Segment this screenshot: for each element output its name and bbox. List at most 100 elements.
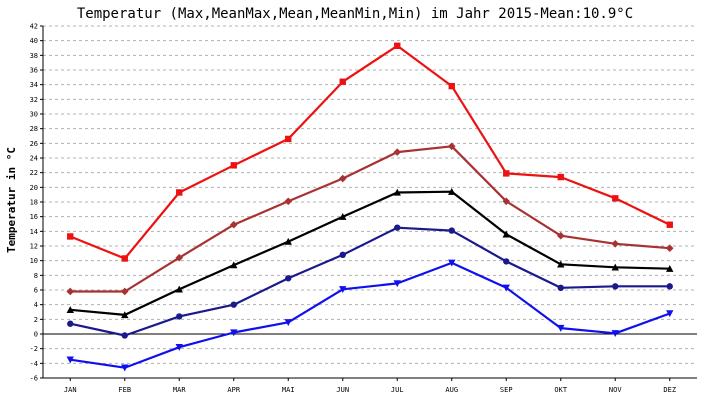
x-tick-label: APR	[227, 386, 240, 394]
data-point-max	[230, 162, 237, 169]
data-point-min	[121, 364, 129, 372]
y-tick-label: 16	[30, 213, 38, 221]
data-point-mean	[66, 306, 74, 313]
series-meanmax	[66, 142, 674, 296]
x-tick-label: JUL	[391, 386, 404, 394]
data-point-meanmax	[393, 148, 402, 156]
data-point-max	[448, 82, 455, 90]
x-tick-label: NOV	[609, 386, 622, 394]
data-point-mean	[175, 285, 183, 293]
data-point-min	[557, 324, 565, 332]
data-series	[66, 42, 674, 372]
x-tick-label: DEZ	[663, 386, 676, 394]
series-mean	[66, 188, 674, 319]
data-point-max	[285, 135, 292, 143]
series-max	[67, 42, 673, 262]
y-tick-label: 26	[30, 140, 38, 148]
y-tick-label: 0	[34, 331, 38, 339]
data-point-min	[611, 330, 619, 337]
y-tick-label: 30	[30, 111, 38, 119]
data-point-mean	[448, 188, 456, 195]
data-point-meanmax	[120, 287, 129, 296]
y-tick-label: 6	[34, 287, 38, 295]
x-tick-label: JUN	[336, 386, 349, 394]
data-point-meanmax	[229, 220, 238, 229]
x-tick-label: SEP	[500, 386, 513, 394]
axes	[40, 25, 697, 381]
data-point-min	[66, 356, 74, 364]
x-tick-label: FEB	[118, 386, 131, 394]
x-tick-label: AUG	[445, 386, 458, 394]
data-point-mean	[611, 263, 619, 271]
data-point-meanmin	[503, 258, 510, 265]
data-point-mean	[284, 237, 292, 245]
y-tick-label: 2	[34, 316, 38, 324]
y-tick-label: 28	[30, 125, 38, 133]
data-point-meanmax	[175, 253, 184, 262]
y-tick-label: -2	[30, 345, 38, 353]
data-point-mean	[557, 260, 565, 268]
data-point-max	[121, 255, 128, 262]
data-point-min	[230, 329, 238, 337]
data-point-meanmin	[285, 275, 292, 282]
data-point-mean	[502, 230, 510, 238]
grid-lines	[43, 25, 697, 379]
data-point-min	[666, 310, 674, 318]
y-tick-label: 10	[30, 257, 38, 265]
y-tick-label: -4	[30, 360, 38, 368]
data-point-meanmin	[67, 320, 74, 327]
y-tick-label: 18	[30, 199, 38, 207]
series-line-meanmin	[70, 226, 670, 337]
data-point-mean	[666, 265, 674, 272]
data-point-mean	[230, 261, 238, 269]
data-point-max	[557, 173, 564, 181]
data-point-meanmax	[556, 231, 565, 240]
data-point-meanmin	[666, 283, 673, 290]
x-tick-label: JAN	[64, 386, 77, 394]
chart-title: Temperatur (Max,MeanMax,Mean,MeanMin,Min…	[77, 6, 633, 22]
y-tick-label: 42	[30, 23, 38, 31]
data-point-meanmax	[665, 244, 674, 252]
y-tick-label: 22	[30, 169, 38, 177]
data-point-meanmin	[121, 332, 128, 339]
data-point-min	[502, 284, 510, 292]
data-point-meanmax	[338, 174, 347, 183]
data-point-meanmin	[394, 224, 401, 231]
data-point-max	[339, 78, 346, 85]
data-point-max	[666, 221, 673, 228]
data-point-min	[284, 319, 292, 326]
data-point-max	[503, 170, 510, 177]
y-tick-label: 8	[34, 272, 38, 280]
data-point-min	[339, 286, 347, 293]
series-line-meanmax	[70, 145, 670, 293]
y-tick-labels: -6-4-20246810121416182022242628303234363…	[30, 23, 38, 383]
data-point-meanmax	[447, 142, 456, 151]
x-tick-label: MAI	[282, 386, 295, 394]
series-line-mean	[70, 190, 670, 316]
data-point-min	[175, 344, 183, 351]
x-tick-label: OKT	[554, 386, 567, 394]
data-point-meanmin	[448, 227, 455, 234]
y-tick-label: 38	[30, 52, 38, 60]
data-point-meanmax	[611, 240, 620, 248]
data-point-meanmin	[557, 284, 564, 291]
y-tick-label: 24	[30, 155, 38, 163]
data-point-meanmax	[66, 287, 75, 296]
data-point-max	[176, 189, 183, 196]
y-tick-label: 4	[34, 301, 38, 309]
data-point-mean	[393, 188, 401, 196]
y-tick-label: 34	[30, 81, 38, 89]
y-tick-label: 32	[30, 96, 38, 104]
y-tick-label: 12	[30, 243, 38, 251]
data-point-meanmax	[284, 197, 293, 206]
y-axis-label: Temperatur in °C	[5, 147, 18, 253]
series-min	[66, 259, 674, 372]
data-point-min	[448, 259, 456, 267]
data-point-min	[393, 280, 401, 288]
data-point-meanmax	[502, 197, 511, 206]
x-tick-labels: JAN FEB MAR APR MAI JUN JUL AUG SEP OKT NOV DEZ	[64, 386, 676, 394]
data-point-meanmin	[612, 283, 619, 290]
series-line-min	[70, 261, 671, 369]
